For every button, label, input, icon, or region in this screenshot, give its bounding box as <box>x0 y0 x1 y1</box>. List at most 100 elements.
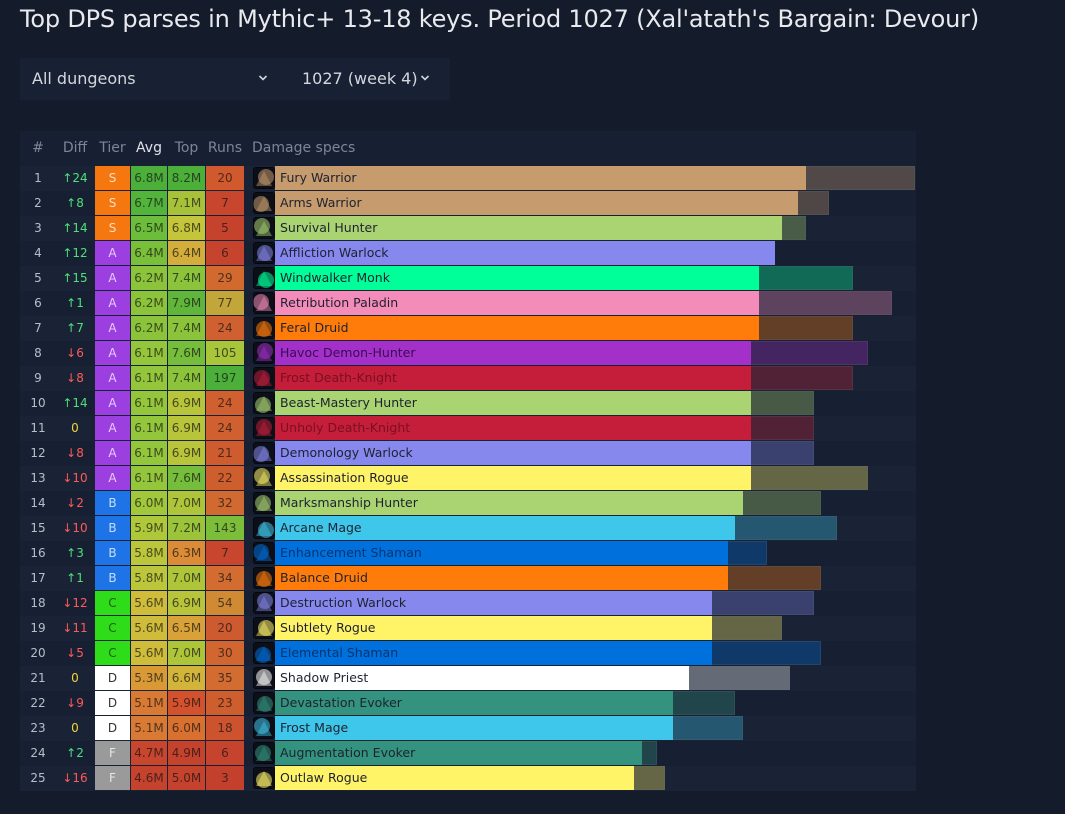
fury-warrior-icon <box>253 167 275 189</box>
arms-warrior-icon <box>253 192 275 214</box>
header-runs[interactable]: Runs <box>207 140 243 156</box>
table-row[interactable]: 9 ↓8 A 6.1M 7.4M 197 Frost Death-Knight <box>20 366 916 391</box>
table-row[interactable]: 6 ↑1 A 6.2M 7.9M 77 Retribution Paladin <box>20 291 916 316</box>
table-row[interactable]: 23 0 D 5.1M 6.0M 18 Frost Mage <box>20 716 916 741</box>
avg-dps-bar[interactable] <box>275 541 728 565</box>
spec-name[interactable]: Outlaw Rogue <box>280 770 368 785</box>
spec-name[interactable]: Enhancement Shaman <box>280 545 422 560</box>
top-cell: 7.9M <box>168 291 205 315</box>
spec-name[interactable]: Windwalker Monk <box>280 270 390 285</box>
spec-name[interactable]: Feral Druid <box>280 320 349 335</box>
rank-cell: 13 <box>30 471 46 485</box>
header-damage-specs: Damage specs <box>252 140 356 156</box>
runs-cell: 32 <box>206 491 244 515</box>
table-row[interactable]: 24 ↑2 F 4.7M 4.9M 6 Augmentation Evoker <box>20 741 916 766</box>
spec-name[interactable]: Frost Mage <box>280 720 349 735</box>
dungeon-select[interactable]: All dungeons <box>32 58 272 100</box>
table-row[interactable]: 15 ↓10 B 5.9M 7.2M 143 Arcane Mage <box>20 516 916 541</box>
table-row[interactable]: 20 ↓5 C 5.6M 7.0M 30 Elemental Shaman <box>20 641 916 666</box>
table-row[interactable]: 11 0 A 6.1M 6.9M 24 Unholy Death-Knight <box>20 416 916 441</box>
avg-dps-bar[interactable] <box>275 716 673 740</box>
spec-name[interactable]: Survival Hunter <box>280 220 378 235</box>
avg-dps-bar[interactable] <box>275 366 751 390</box>
avg-dps-bar[interactable] <box>275 416 751 440</box>
spec-name[interactable]: Affliction Warlock <box>280 245 389 260</box>
rank-cell: 14 <box>30 496 46 510</box>
spec-name[interactable]: Unholy Death-Knight <box>280 420 411 435</box>
header-top[interactable]: Top <box>174 140 199 156</box>
feral-druid-icon <box>253 317 275 339</box>
spec-name[interactable]: Marksmanship Hunter <box>280 495 418 510</box>
avg-dps-bar[interactable] <box>275 566 728 590</box>
table-row[interactable]: 13 ↓10 A 6.1M 7.6M 22 Assassination Rogue <box>20 466 916 491</box>
table-row[interactable]: 10 ↑14 A 6.1M 6.9M 24 Beast-Mastery Hunter <box>20 391 916 416</box>
avg-dps-bar[interactable] <box>275 216 782 240</box>
avg-dps-bar[interactable] <box>275 291 759 315</box>
spec-name[interactable]: Shadow Priest <box>280 670 369 685</box>
header-avg[interactable]: Avg <box>136 140 162 156</box>
tier-badge: A <box>95 391 130 415</box>
spec-name[interactable]: Subtlety Rogue <box>280 620 376 635</box>
table-row[interactable]: 19 ↓11 C 5.6M 6.5M 20 Subtlety Rogue <box>20 616 916 641</box>
header-tier[interactable]: Tier <box>99 140 126 156</box>
shadow-priest-icon <box>253 667 275 689</box>
spec-name[interactable]: Demonology Warlock <box>280 445 413 460</box>
avg-dps-bar[interactable] <box>275 466 751 490</box>
avg-dps-bar[interactable] <box>275 266 759 290</box>
spec-name[interactable]: Assassination Rogue <box>280 470 409 485</box>
table-row[interactable]: 18 ↓12 C 5.6M 6.9M 54 Destruction Warlock <box>20 591 916 616</box>
spec-name[interactable]: Augmentation Evoker <box>280 745 416 760</box>
table-row[interactable]: 3 ↑14 S 6.5M 6.8M 5 Survival Hunter <box>20 216 916 241</box>
avg-dps-bar[interactable] <box>275 741 642 765</box>
spec-name[interactable]: Balance Druid <box>280 570 368 585</box>
table-row[interactable]: 5 ↑15 A 6.2M 7.4M 29 Windwalker Monk <box>20 266 916 291</box>
spec-name[interactable]: Arcane Mage <box>280 520 362 535</box>
tier-badge: F <box>95 741 130 765</box>
avg-dps-bar[interactable] <box>275 191 798 215</box>
avg-dps-bar[interactable] <box>275 316 759 340</box>
table-row[interactable]: 16 ↑3 B 5.8M 6.3M 7 Enhancement Shaman <box>20 541 916 566</box>
spec-name[interactable]: Arms Warrior <box>280 195 362 210</box>
avg-dps-bar[interactable] <box>275 641 712 665</box>
table-row[interactable]: 8 ↓6 A 6.1M 7.6M 105 Havoc Demon-Hunter <box>20 341 916 366</box>
tier-badge: C <box>95 591 130 615</box>
header-diff[interactable]: Diff <box>62 140 88 156</box>
spec-name[interactable]: Beast-Mastery Hunter <box>280 395 417 410</box>
table-row[interactable]: 17 ↑1 B 5.8M 7.0M 34 Balance Druid <box>20 566 916 591</box>
table-row[interactable]: 1 ↑24 S 6.8M 8.2M 20 Fury Warrior <box>20 166 916 191</box>
tier-badge: S <box>95 191 130 215</box>
avg-dps-bar[interactable] <box>275 491 743 515</box>
avg-dps-bar[interactable] <box>275 591 712 615</box>
table-row[interactable]: 21 0 D 5.3M 6.6M 35 Shadow Priest <box>20 666 916 691</box>
diff-cell: ↑24 <box>62 171 88 185</box>
spec-name[interactable]: Havoc Demon-Hunter <box>280 345 416 360</box>
avg-dps-bar[interactable] <box>275 391 751 415</box>
avg-dps-bar[interactable] <box>275 766 634 790</box>
diff-cell: ↑14 <box>62 221 88 235</box>
avg-dps-bar[interactable] <box>275 341 751 365</box>
tier-badge: D <box>95 666 130 690</box>
spec-name[interactable]: Elemental Shaman <box>280 645 399 660</box>
spec-name[interactable]: Fury Warrior <box>280 170 357 185</box>
avg-dps-bar[interactable] <box>275 666 689 690</box>
spec-name[interactable]: Frost Death-Knight <box>280 370 397 385</box>
tier-badge: A <box>95 441 130 465</box>
table-row[interactable]: 25 ↓16 F 4.6M 5.0M 3 Outlaw Rogue <box>20 766 916 791</box>
tier-badge: A <box>95 316 130 340</box>
table-row[interactable]: 7 ↑7 A 6.2M 7.4M 24 Feral Druid <box>20 316 916 341</box>
table-row[interactable]: 4 ↑12 A 6.4M 6.4M 6 Affliction Warlock <box>20 241 916 266</box>
avg-dps-bar[interactable] <box>275 616 712 640</box>
spec-name[interactable]: Retribution Paladin <box>280 295 399 310</box>
avg-dps-bar[interactable] <box>275 691 673 715</box>
avg-dps-bar[interactable] <box>275 166 806 190</box>
spec-name[interactable]: Destruction Warlock <box>280 595 407 610</box>
table-row[interactable]: 12 ↓8 A 6.1M 6.9M 21 Demonology Warlock <box>20 441 916 466</box>
avg-dps-bar[interactable] <box>275 441 751 465</box>
spec-name[interactable]: Devastation Evoker <box>280 695 402 710</box>
period-select[interactable]: 1027 (week 4) <box>302 58 452 100</box>
avg-dps-bar[interactable] <box>275 241 775 265</box>
avg-dps-bar[interactable] <box>275 516 735 540</box>
table-row[interactable]: 22 ↓9 D 5.1M 5.9M 23 Devastation Evoker <box>20 691 916 716</box>
table-row[interactable]: 14 ↓2 B 6.0M 7.0M 32 Marksmanship Hunter <box>20 491 916 516</box>
table-row[interactable]: 2 ↑8 S 6.7M 7.1M 7 Arms Warrior <box>20 191 916 216</box>
